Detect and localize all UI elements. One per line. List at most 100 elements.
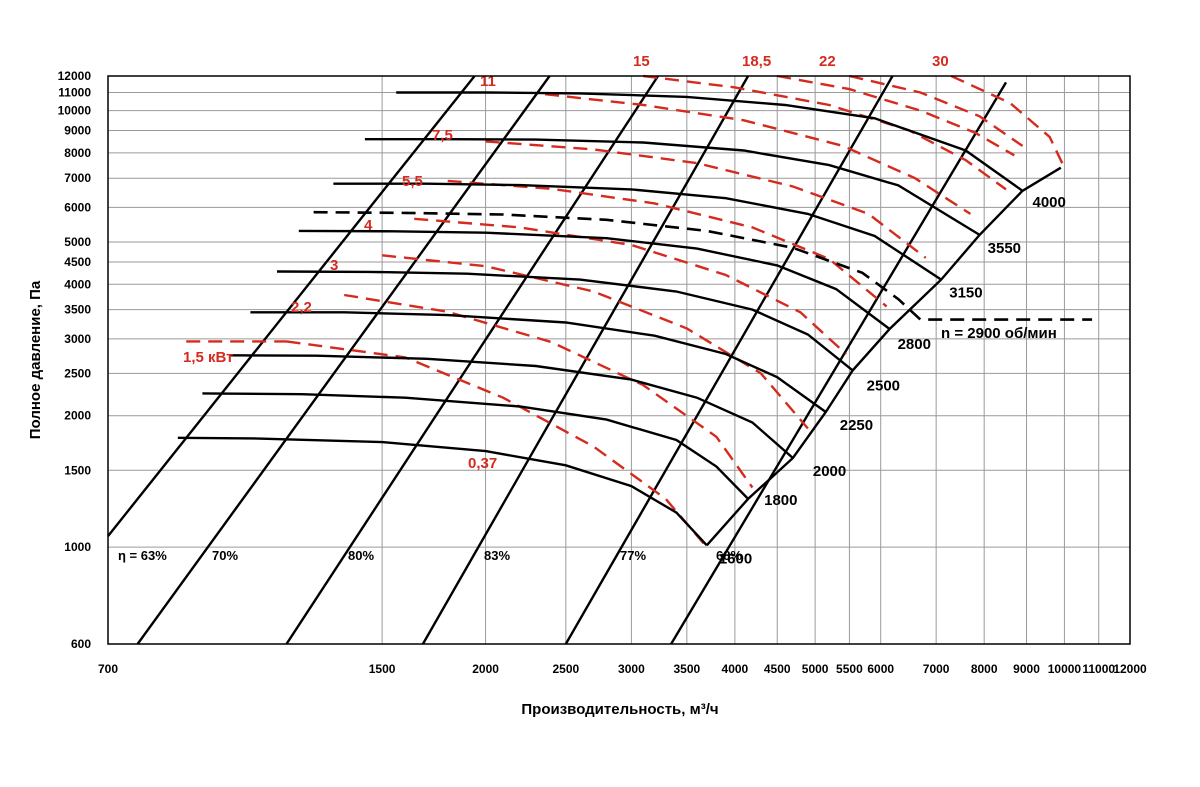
y-tick-label: 4500 (64, 255, 91, 269)
efficiency-lines (107, 75, 1008, 645)
power-curve (776, 74, 1015, 157)
power-curve (950, 74, 1066, 169)
power-label: 18,5 (742, 53, 771, 70)
x-tick-label: 4500 (764, 662, 791, 676)
rpm-label-2250: 2250 (840, 417, 873, 434)
power-curve (381, 254, 809, 430)
power-label: 2,2 (291, 299, 312, 316)
motor-curve-line (313, 210, 1093, 321)
efficiency-line (136, 75, 551, 645)
x-tick-label: 5500 (836, 662, 863, 676)
rpm-curve (364, 138, 981, 236)
y-tick-label: 12000 (58, 69, 92, 83)
efficiency-line (670, 81, 1008, 645)
x-tick-label: 700 (98, 662, 118, 676)
rpm-label-1600: 1600 (719, 550, 752, 567)
plot-frame (107, 75, 1131, 645)
power-curves (186, 74, 1066, 548)
x-tick-label: 3500 (673, 662, 700, 676)
rpm-curve (298, 229, 891, 330)
grid (107, 75, 1131, 645)
y-tick-label: 2500 (64, 366, 91, 380)
rpm-curve (276, 270, 854, 372)
x-axis-title: Производительность, м³/ч (521, 701, 718, 718)
power-curve (286, 340, 708, 548)
x-tick-label: 10000 (1048, 662, 1082, 676)
rpm-label-3550: 3550 (988, 240, 1021, 257)
x-tick-label: 6000 (867, 662, 894, 676)
efficiency-label: 83% (484, 548, 510, 563)
x-tick-label: 8000 (971, 662, 998, 676)
x-tick-label: 12000 (1113, 662, 1147, 676)
rpm-end-line (705, 166, 1062, 547)
power-label: 30 (932, 53, 949, 70)
y-tick-label: 6000 (64, 200, 91, 214)
x-tick-label: 4000 (722, 662, 749, 676)
y-axis-title: Полное давление, Па (27, 280, 44, 439)
efficiency-line (421, 75, 750, 645)
y-tick-label: 5000 (64, 235, 91, 249)
power-label: 7,5 (432, 127, 453, 144)
efficiency-label: η = 63% (118, 548, 167, 563)
y-tick-label: 10000 (58, 104, 92, 118)
rpm-curve (250, 311, 827, 413)
y-tick-label: 7000 (64, 171, 91, 185)
power-label: 22 (819, 53, 836, 70)
power-label: 3 (330, 257, 338, 274)
y-tick-label: 1500 (64, 463, 91, 477)
x-tick-label: 3000 (618, 662, 645, 676)
power-curve (544, 93, 972, 215)
y-tick-label: 4000 (64, 277, 91, 291)
rpm-curve (202, 392, 749, 500)
x-tick-label: 7000 (923, 662, 950, 676)
x-tick-label: 2500 (552, 662, 579, 676)
rpm-label-3150: 3150 (949, 285, 982, 302)
power-curve (485, 140, 927, 259)
y-tick-label: 11000 (58, 85, 91, 99)
y-tick-label: 3000 (64, 332, 91, 346)
efficiency-label: 68% (716, 548, 742, 563)
x-tick-label: 11000 (1082, 662, 1115, 676)
rpm-curves (177, 91, 1062, 547)
motor-curve-label: n = 2900 об/мин (941, 325, 1057, 342)
y-tick-label: 8000 (64, 146, 91, 160)
rpm-curve (396, 91, 1024, 192)
y-tick-label: 9000 (64, 124, 91, 138)
efficiency-label: 70% (212, 548, 238, 563)
rpm-label-4000: 4000 (1033, 194, 1066, 211)
rpm-label-2500: 2500 (867, 377, 900, 394)
y-tick-label: 600 (71, 637, 91, 651)
power-curve (344, 293, 754, 489)
efficiency-label: 77% (620, 548, 646, 563)
efficiency-line (285, 75, 660, 645)
series-labels: 1600 1800 2000 2250 2500 2800 3150 3550 4000 η = … (118, 53, 1066, 567)
efficiency-line (107, 75, 476, 537)
power-curve (414, 217, 847, 355)
rpm-curve (333, 182, 942, 281)
y-tick-label: 2000 (64, 409, 91, 423)
rpm-label-2800: 2800 (898, 336, 931, 353)
x-tick-label: 9000 (1013, 662, 1040, 676)
power-label: 1,5 кВт (183, 349, 234, 366)
x-tick-label: 1500 (369, 662, 396, 676)
rpm-curve (228, 354, 794, 459)
y-tick-label: 3500 (64, 303, 91, 317)
x-tick-label: 2000 (472, 662, 499, 676)
rpm-label-1800: 1800 (764, 492, 797, 509)
rpm-curve (177, 436, 708, 547)
power-curve (849, 74, 1024, 147)
x-tick-label: 5000 (802, 662, 829, 676)
y-tick-label: 1000 (64, 540, 91, 554)
tick-labels: 700 1500 2000 2500 3000 3500 4000 4500 5000 5500 6… (58, 69, 1147, 676)
efficiency-line (564, 75, 894, 645)
power-label: 4 (364, 217, 373, 234)
efficiency-label: 80% (348, 548, 374, 563)
power-label: 11 (480, 73, 496, 90)
motor-curve (313, 210, 1093, 321)
power-label: 0,37 (468, 455, 497, 472)
rpm-label-2000: 2000 (813, 463, 846, 480)
power-label: 15 (633, 53, 650, 70)
power-curve (447, 179, 888, 308)
power-label: 5,5 (402, 173, 423, 190)
